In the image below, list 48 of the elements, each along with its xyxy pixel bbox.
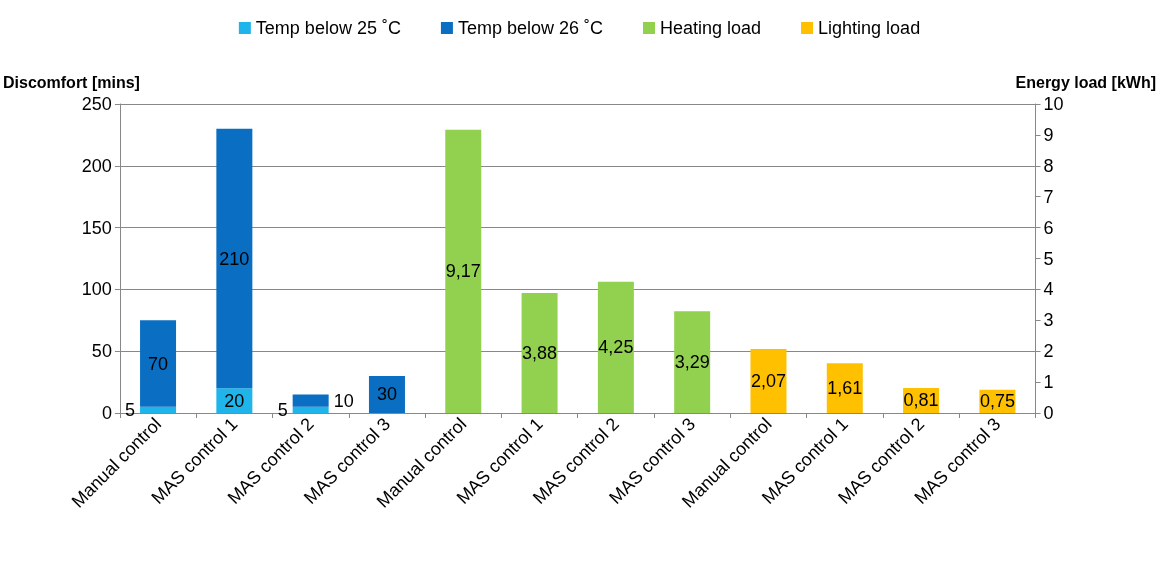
data-label: 3,88 (522, 343, 558, 364)
y2-tick-label: 4 (1043, 279, 1054, 300)
y-axis-title: Discomfort [mins] (2, 73, 140, 91)
data-label: 10 (333, 390, 354, 411)
y-tick-label: 200 (81, 155, 112, 176)
legend-label: Temp below 25 ˚C (255, 18, 401, 38)
data-label: 30 (376, 384, 397, 405)
bar (292, 394, 329, 407)
legend-label: Heating load (659, 18, 762, 38)
data-label: 4,25 (598, 337, 634, 358)
data-label: 70 (148, 353, 169, 374)
bar (445, 129, 482, 413)
bar (216, 128, 253, 389)
legend-label: Temp below 26 ˚C (457, 18, 603, 38)
bar (521, 293, 558, 413)
legend-label: Lighting load (818, 18, 921, 38)
y2-tick-label: 6 (1043, 217, 1054, 238)
bar (674, 311, 711, 413)
y2-tick-label: 3 (1043, 310, 1054, 331)
data-label: 3,29 (674, 352, 710, 373)
y2-tick-label: 10 (1043, 94, 1064, 114)
data-label: 2,07 (750, 371, 787, 392)
y2-axis-title: Energy load [kWh] (1015, 73, 1156, 91)
y2-tick-label: 2 (1043, 341, 1054, 362)
data-label: 0,75 (979, 391, 1015, 412)
bar (140, 406, 177, 413)
y2-tick-label: 1 (1043, 372, 1054, 393)
y2-tick-label: 0 (1043, 403, 1054, 423)
y2-tick-label: 8 (1043, 155, 1054, 176)
data-label: 5 (125, 399, 136, 420)
y-tick-label: 150 (81, 217, 112, 238)
data-label: 0,81 (903, 390, 939, 411)
data-label: 210 (219, 248, 250, 269)
data-label: 20 (224, 390, 245, 411)
y2-tick-label: 7 (1043, 186, 1054, 207)
bar (750, 349, 787, 413)
y-tick-label: 250 (81, 94, 112, 114)
bar (140, 320, 177, 407)
y2-tick-label: 5 (1043, 248, 1054, 269)
bar (597, 281, 634, 413)
data-label: 9,17 (445, 261, 481, 282)
bar (292, 406, 329, 413)
y-tick-label: 0 (101, 403, 112, 423)
y-tick-label: 100 (81, 279, 112, 300)
data-label: 5 (277, 399, 288, 420)
y-tick-label: 50 (91, 341, 112, 362)
data-label: 1,61 (827, 378, 863, 399)
y2-tick-label: 9 (1043, 124, 1054, 145)
